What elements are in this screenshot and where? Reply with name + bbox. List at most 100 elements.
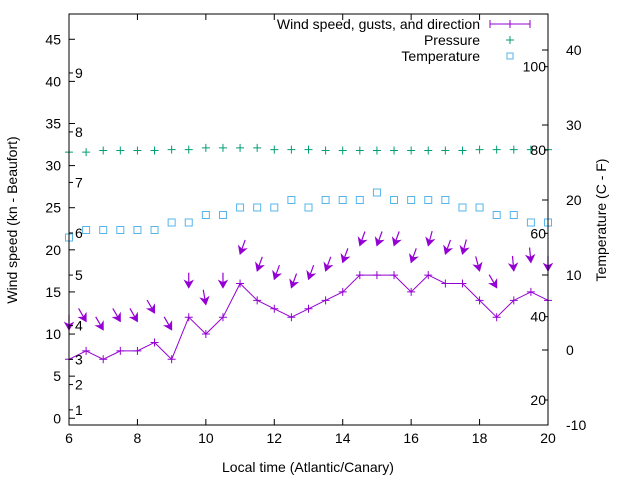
temperature-point	[116, 226, 125, 234]
y2-tick-label: 20	[566, 192, 582, 208]
wind-speed-line	[68, 274, 549, 361]
pressure-point	[133, 146, 142, 155]
x-tick-label: 10	[198, 430, 214, 446]
wind-direction-arrow-head	[374, 236, 385, 247]
wind-speed-point	[372, 271, 381, 280]
wind-direction-arrow-head	[94, 320, 104, 331]
temperature-point	[390, 196, 399, 204]
pressure-point	[407, 146, 416, 155]
wind-speed-point	[167, 355, 176, 364]
fahrenheit-label: 80	[530, 142, 546, 158]
wind-speed-point	[82, 346, 91, 355]
x-tick-label: 6	[65, 430, 73, 446]
pressure-point	[355, 146, 364, 155]
temperature-point	[287, 196, 296, 204]
beaufort-label: 3	[75, 351, 83, 367]
wind-direction-arrow-head	[77, 311, 87, 323]
beaufort-label: 5	[75, 267, 83, 283]
x-axis-label: Local time (Atlantic/Canary)	[222, 459, 394, 475]
wind-direction-arrow-head	[199, 295, 210, 306]
wind-speed-point	[201, 330, 210, 339]
pressure-point	[201, 143, 210, 152]
beaufort-label: 4	[75, 318, 83, 334]
pressure-point	[458, 146, 467, 155]
wind-direction-arrow-head	[183, 279, 195, 289]
wind-direction-arrow-head	[217, 279, 229, 289]
wind-speed-point	[509, 296, 518, 305]
pressure-point	[116, 146, 125, 155]
wind-speed-point	[287, 313, 296, 322]
wind-speed-point	[253, 296, 262, 305]
y2-axis-label: Temperature (C - F)	[593, 159, 609, 282]
wind-speed-point	[150, 338, 159, 347]
temperature-point	[82, 226, 91, 234]
legend-sample-pressure	[506, 36, 514, 44]
temperature-point	[218, 211, 227, 219]
x-tick-label: 14	[335, 430, 351, 446]
temperature-point	[184, 218, 193, 227]
wind-direction-arrow-head	[488, 278, 498, 289]
pressure-point	[82, 148, 91, 157]
pressure-point	[321, 146, 330, 155]
y-tick-label: 30	[45, 158, 61, 174]
y2-tick-label: 0	[566, 342, 574, 358]
x-tick-label: 18	[472, 430, 488, 446]
temperature-point	[509, 211, 518, 219]
temperature-point	[253, 203, 262, 212]
pressure-point	[167, 145, 176, 154]
x-tick-label: 8	[134, 430, 142, 446]
beaufort-label: 8	[75, 124, 83, 140]
wind-direction-arrow-head	[128, 311, 138, 323]
wind-direction-arrow-head	[459, 244, 470, 256]
y-tick-label: 20	[45, 242, 61, 258]
wind-direction-arrow-head	[507, 262, 519, 272]
pressure-point	[441, 146, 450, 155]
wind-direction-arrow-head	[255, 261, 265, 272]
y-tick-label: 25	[45, 200, 61, 216]
pressure-point	[270, 145, 279, 154]
wind-direction-arrow-head	[524, 253, 536, 264]
temperature-point	[458, 203, 467, 212]
beaufort-label: 9	[75, 65, 83, 81]
wind-speed-point	[218, 313, 227, 322]
axes: 6 8 10 12 14 16 18 20051015202530354045-1001020…	[45, 14, 586, 446]
pressure-point	[492, 145, 501, 154]
temperature-point	[236, 203, 245, 212]
temperature-point	[167, 218, 176, 227]
fahrenheit-label: 40	[530, 309, 546, 325]
y2-tick-label: 40	[566, 42, 582, 58]
wind-direction-arrow-head	[357, 236, 368, 247]
temperature-point	[338, 196, 347, 204]
y-tick-label: 10	[45, 326, 61, 342]
temperature-point	[321, 196, 330, 204]
wind-direction-arrow-head	[163, 320, 173, 331]
wind-speed-point	[133, 346, 142, 355]
pressure-point	[236, 143, 245, 152]
y2-tick-label: 30	[566, 117, 582, 133]
pressure-point	[150, 146, 159, 155]
pressure-point	[475, 145, 484, 154]
wind-direction-arrow-head	[145, 303, 156, 314]
pressure-point	[184, 145, 193, 154]
temperature-point	[201, 211, 210, 219]
wind-direction-arrow-head	[425, 236, 436, 247]
wind-speed-point	[236, 279, 245, 288]
wind-speed-point	[390, 271, 399, 280]
beaufort-label: 2	[75, 377, 83, 393]
wind-speed-point	[338, 287, 347, 296]
wind-speed-point	[355, 271, 364, 280]
temperature-point	[99, 226, 108, 234]
wind-speed-point	[475, 296, 484, 305]
beaufort-label: 6	[75, 225, 83, 241]
temperature-point	[441, 196, 450, 204]
wind-direction-arrow-head	[443, 244, 454, 255]
wind-direction-arrow-head	[111, 311, 121, 323]
temperature-point	[424, 196, 433, 204]
pressure-point	[218, 143, 227, 152]
y-tick-label: 45	[45, 31, 61, 47]
wind-speed-point	[526, 287, 535, 296]
wind-speed-point	[99, 355, 108, 364]
wind-direction-arrow-head	[340, 252, 351, 264]
wind-speed-point	[304, 304, 313, 313]
